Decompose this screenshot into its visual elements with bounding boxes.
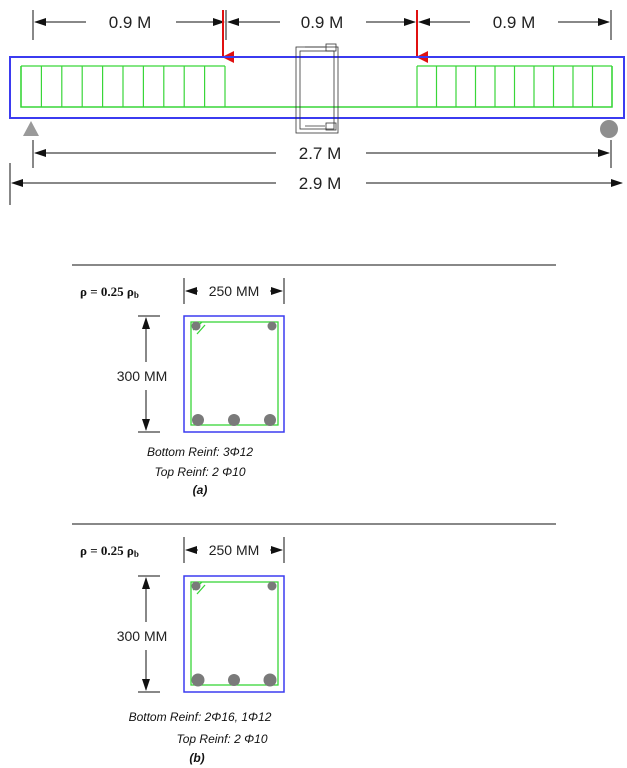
top-bar-b-left [191, 581, 201, 591]
strain-gauge-icon [295, 43, 339, 134]
bottom-reinf-b: Bottom Reinf: 2Φ16, 1Φ12 [129, 710, 272, 724]
stirrups-right-zone [416, 65, 613, 107]
beam-elevation: 0.9 M 0.9 M 0.9 M [9, 10, 625, 205]
top-reinf-a: Top Reinf: 2 Φ10 [155, 465, 246, 479]
bottom-bar-b-2 [228, 674, 240, 686]
segment-2-label: 0.9 M [301, 13, 344, 32]
bottom-reinf-a: Bottom Reinf: 3Φ12 [147, 445, 253, 459]
longitudinal-bars [20, 66, 613, 108]
width-dimension-a [183, 278, 285, 304]
section-outline-a [183, 315, 285, 433]
bottom-bar-a-3 [264, 414, 276, 426]
height-label-b: 300 MM [117, 628, 168, 644]
bottom-bar-b-1 [191, 673, 205, 687]
stirrups-left-zone [20, 65, 226, 107]
total-length-label: 2.9 M [299, 174, 342, 193]
width-label-a: 250 MM [209, 283, 260, 299]
beam-outline [9, 56, 625, 119]
reinforcement-ratio-a: ρ = 0.25 ρb [80, 284, 139, 300]
height-label-a: 300 MM [117, 368, 168, 384]
top-bar-a-right [267, 321, 277, 331]
segment-3-label: 0.9 M [493, 13, 536, 32]
segment-1-label: 0.9 M [109, 13, 152, 32]
bottom-bar-a-2 [228, 414, 240, 426]
stirrup-a [190, 321, 279, 426]
roller-support-icon [600, 120, 618, 138]
section-label-b: (b) [189, 751, 204, 765]
total-length-dimension [9, 163, 623, 205]
width-label-b: 250 MM [209, 542, 260, 558]
cross-section-b: ρ = 0.25 ρb 250 MM 300 MM Bottom Reinf: … [72, 523, 556, 765]
stirrup-b [190, 581, 279, 686]
height-dimension-b [138, 575, 160, 693]
section-label-a: (a) [193, 483, 208, 497]
clear-span-dimension [32, 140, 612, 168]
section-outline-b [183, 575, 285, 693]
top-reinf-b: Top Reinf: 2 Φ10 [177, 732, 268, 746]
clear-span-label: 2.7 M [299, 144, 342, 163]
reinforcement-ratio-b: ρ = 0.25 ρb [80, 543, 139, 559]
bottom-bar-a-1 [192, 414, 204, 426]
width-dimension-b [183, 537, 285, 563]
height-dimension-a [138, 315, 160, 433]
top-bar-b-right [267, 581, 277, 591]
top-bar-a-left [191, 321, 201, 331]
cross-section-a: ρ = 0.25 ρb 250 MM 300 MM Bottom Reinf: … [72, 264, 556, 497]
pin-support-icon [23, 121, 39, 136]
bottom-bar-b-3 [263, 673, 277, 687]
